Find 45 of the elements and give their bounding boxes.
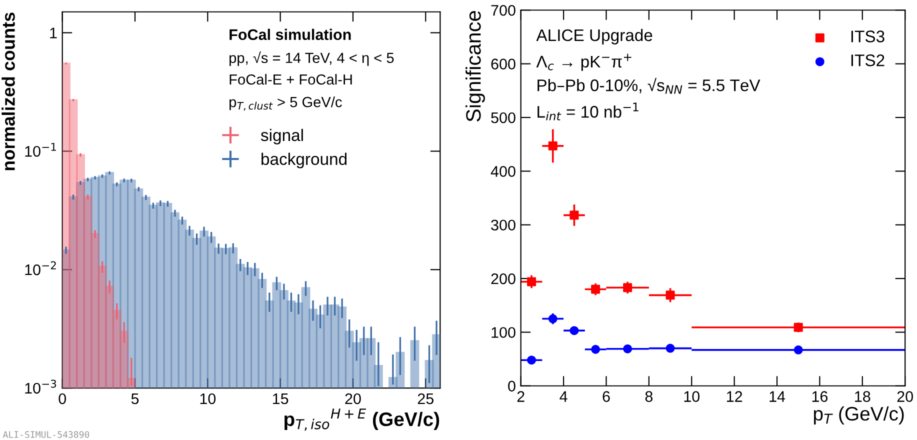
x-tick-label: 8 xyxy=(645,391,653,402)
y-tick-label: 500 xyxy=(491,112,516,124)
x-axis-title: p$_{T,iso}$$^{H+E}$ (GeV/c) xyxy=(284,408,440,431)
legend-label: background xyxy=(262,152,347,168)
annotation: Pb–Pb 0-10%, √s$_{NN}$ = 5.5 TeV xyxy=(538,78,760,94)
annotation: Λ$_{c}$ → pK$^{−}$π$^{+}$ xyxy=(536,54,632,71)
annotation: L$_{int}$ = 10 nb$^{−1}$ xyxy=(538,102,638,120)
y-tick-label: 10$^{−3}$ xyxy=(25,380,56,394)
legend-label: ITS2 xyxy=(851,54,884,66)
y-tick-label: 300 xyxy=(491,220,516,231)
x-tick-label: 15 xyxy=(272,394,288,404)
y-tick-label: 10$^{−2}$ xyxy=(25,261,56,276)
annotation: pp, √s = 14 TeV, 4 < η < 5 xyxy=(230,51,394,66)
y-tick-label: 1 xyxy=(50,28,57,38)
x-tick-label: 25 xyxy=(418,393,434,404)
y-tick-label: 400 xyxy=(490,166,516,177)
x-tick-label: 4 xyxy=(560,391,568,402)
x-tick-label: 2 xyxy=(517,391,524,402)
x-tick-label: 5 xyxy=(131,394,139,404)
y-axis-title: Significance xyxy=(466,11,485,122)
annotation: FoCal simulation xyxy=(230,28,351,40)
x-tick-label: 10 xyxy=(200,393,216,404)
x-tick-label: 6 xyxy=(602,391,610,402)
x-tick-label: 18 xyxy=(855,391,870,402)
x-tick-label: 12 xyxy=(726,391,742,402)
x-tick-label: 10 xyxy=(684,391,700,402)
annotation: p$_{T,clust}$ > 5 GeV/c xyxy=(230,96,342,111)
legend-label: signal xyxy=(260,128,303,144)
y-tick-label: 700 xyxy=(491,4,516,16)
text: ALI-SIMUL-543890 xyxy=(2,431,90,438)
y-tick-label: 200 xyxy=(491,273,516,284)
x-tick-label: 20 xyxy=(897,391,913,402)
x-tick-label: 20 xyxy=(345,393,361,404)
y-tick-label: 100 xyxy=(492,327,516,338)
annotation: FoCal-E + FoCal-H xyxy=(230,74,352,85)
y-tick-label: 600 xyxy=(491,58,516,70)
legend-label: ITS3 xyxy=(851,30,884,42)
annotation: ALICE Upgrade xyxy=(536,28,652,44)
x-tick-label: 14 xyxy=(770,391,786,402)
y-axis-title: normalized counts xyxy=(2,12,15,170)
x-axis-title: p$_{T}$ (GeV/c) xyxy=(814,406,904,424)
x-tick-label: 0 xyxy=(58,393,66,404)
y-tick-label: 0 xyxy=(508,380,516,392)
y-tick-label: 10$^{−1}$ xyxy=(25,142,56,157)
x-tick-label: 16 xyxy=(812,391,828,402)
